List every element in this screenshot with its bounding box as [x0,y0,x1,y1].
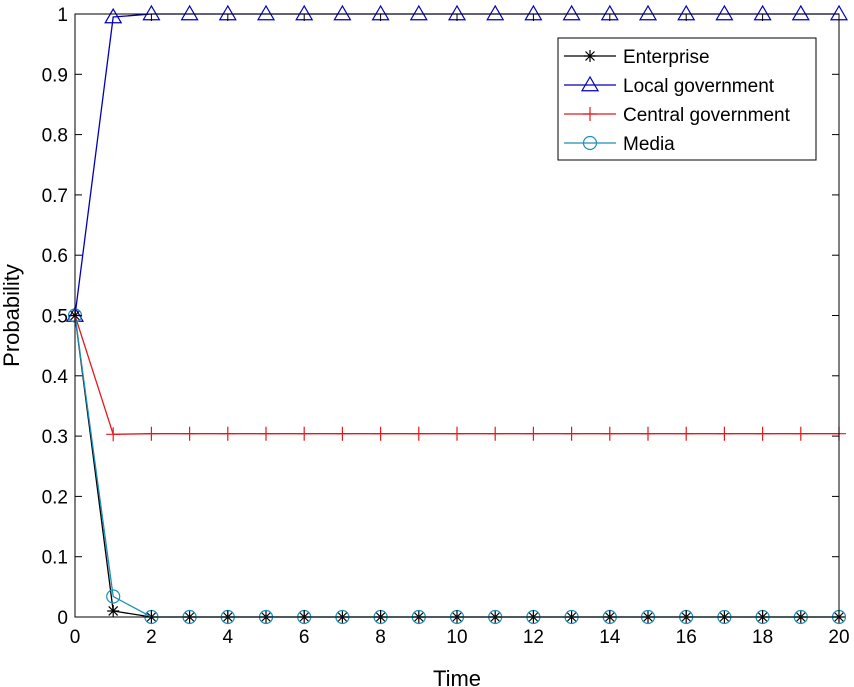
plus-marker [755,426,770,441]
y-tick-label: 0.7 [42,186,68,207]
plus-marker [220,426,235,441]
x-tick-label: 20 [828,627,849,648]
x-tick-label: 4 [223,627,234,648]
y-tick-label: 0.2 [42,487,68,508]
legend-label: Enterprise [623,47,710,68]
asterisk-marker [107,604,120,617]
x-tick-label: 6 [299,627,310,648]
y-axis-label: Probability [0,264,24,367]
plus-marker [182,426,197,441]
plus-marker [144,426,159,441]
legend-item: Central government [564,105,791,126]
x-tick-label: 0 [70,627,81,648]
plus-marker [373,426,388,441]
plus-marker [411,426,426,441]
legend-box [557,37,817,161]
x-tick-label: 12 [523,627,544,648]
series-enterprise [69,309,845,623]
series-line-enterprise [74,315,839,618]
triangle-marker [562,4,581,21]
plus-marker [679,426,694,441]
series-media [67,308,847,625]
plus-marker [717,426,732,441]
triangle-marker [638,4,658,21]
y-tick-label: 0.1 [42,548,68,569]
triangle-marker [409,4,428,21]
circle-marker [582,135,598,151]
plus-marker [641,426,655,441]
x-tick-label: 18 [752,627,773,648]
y-tick-label: 0.8 [42,126,68,147]
plus-marker [297,426,312,441]
triangle-marker [486,4,505,21]
triangle-marker [256,4,276,21]
x-axis-label: Time [433,666,481,687]
legend-label: Central government [623,105,791,126]
asterisk-marker [584,50,596,62]
plus-marker [335,426,350,441]
x-tick-label: 10 [446,627,467,648]
x-tick-label: 2 [146,627,157,648]
y-tick-label: 0.6 [42,246,68,267]
legend-item: Local government [564,75,775,97]
plus-marker [564,426,579,441]
y-tick-label: 0.4 [42,367,69,388]
x-tick-label: 16 [676,627,697,648]
plus-marker [450,426,464,441]
plus-marker [602,426,617,441]
triangle-marker [333,4,352,21]
plus-marker [106,427,121,442]
legend-label: Media [623,134,675,155]
x-tick-label: 14 [599,627,621,648]
circle-marker [106,589,121,604]
series-line-central-government [74,315,839,435]
y-tick-label: 0 [57,608,68,629]
legend: Enterprise Local government Central govern… [557,37,817,161]
plus-marker [583,107,597,121]
triangle-marker [715,4,734,21]
triangle-marker [791,4,810,21]
legend-item: Enterprise [564,47,710,68]
y-tick-label: 0.3 [42,427,68,448]
y-tick-label: 0.9 [42,65,68,86]
tick-layer: 0 2 4 6 8 10 12 14 16 18 20 0 0.1 0.2 0.3 0.4 0.5 0.6 0.7 0… [42,5,850,648]
plus-marker [259,426,273,441]
plus-marker [793,426,808,441]
x-tick-label: 8 [375,627,386,648]
triangle-marker [180,4,199,21]
plus-marker [488,426,503,441]
legend-item: Media [564,134,675,155]
y-tick-label: 0.5 [42,307,68,328]
series-central-government [68,308,846,442]
y-tick-label: 1 [57,5,68,26]
triangle-marker [580,75,600,92]
triangle-marker [104,7,123,24]
plus-marker [526,426,541,441]
series-line-media [74,315,839,618]
legend-label: Local government [623,76,775,97]
